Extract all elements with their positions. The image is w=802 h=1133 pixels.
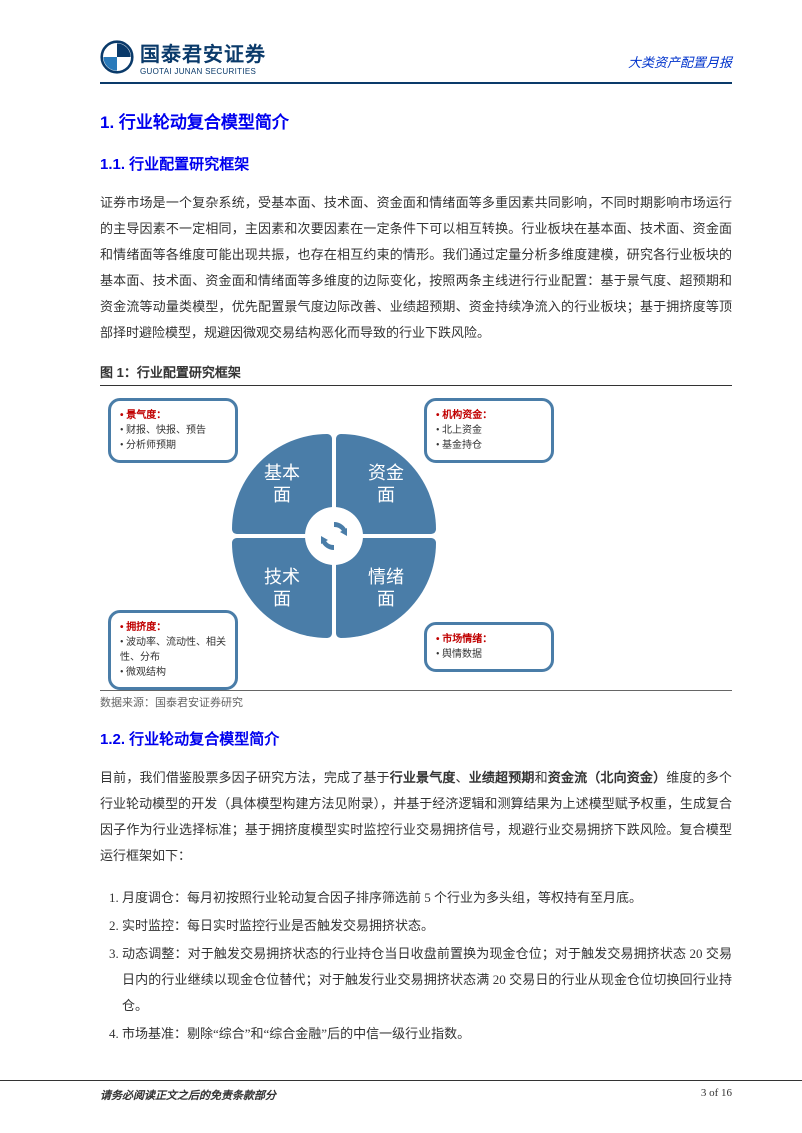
bold-2: 业绩超预期 <box>469 770 535 785</box>
figure-1-source: 数据来源：国泰君安证券研究 <box>100 690 732 710</box>
diagram-box-sentiment: • 市场情绪：舆情数据 <box>424 622 554 672</box>
box-title: • 机构资金： <box>436 408 542 423</box>
section-1-1-title: 1.1. 行业配置研究框架 <box>100 153 732 174</box>
list-item: 市场基准：剔除“综合”和“综合金融”后的中信一级行业指数。 <box>122 1021 732 1047</box>
quad-label: 技术 面 <box>264 566 300 611</box>
box-item: 分析师预期 <box>120 438 226 453</box>
list-item: 月度调仓：每月初按照行业轮动复合因子排序筛选前 5 个行业为多头组，等权持有至月… <box>122 885 732 911</box>
box-item: 波动率、流动性、相关性、分布 <box>120 635 226 665</box>
box-items: 财报、快报、预告分析师预期 <box>120 423 226 453</box>
quad-label: 基本 面 <box>264 462 300 507</box>
text: 和 <box>535 770 548 785</box>
logo: 国泰君安证券 GUOTAI JUNAN SECURITIES <box>100 38 266 76</box>
figure-1-title: 图 1：行业配置研究框架 <box>100 362 732 386</box>
page-footer: 请务必阅读正文之后的免责条款部分 3 of 16 <box>0 1080 802 1103</box>
quad-label: 情绪 面 <box>368 566 404 611</box>
text: 、 <box>456 770 469 785</box>
box-item: 北上资金 <box>436 423 542 438</box>
logo-text-en: GUOTAI JUNAN SECURITIES <box>140 67 266 76</box>
report-type: 大类资产配置月报 <box>628 38 732 71</box>
disclaimer-note: 请务必阅读正文之后的免责条款部分 <box>100 1087 276 1103</box>
model-framework-list: 月度调仓：每月初按照行业轮动复合因子排序筛选前 5 个行业为多头组，等权持有至月… <box>100 885 732 1047</box>
box-title: • 拥挤度： <box>120 620 226 635</box>
box-items: 波动率、流动性、相关性、分布微观结构 <box>120 635 226 680</box>
logo-icon <box>100 40 134 74</box>
bold-1: 行业景气度 <box>390 770 456 785</box>
box-item: 财报、快报、预告 <box>120 423 226 438</box>
bold-3: 资金流（北向资金） <box>548 770 667 785</box>
box-item: 舆情数据 <box>436 647 542 662</box>
list-item: 动态调整：对于触发交易拥挤状态的行业持仓当日收盘前置换为现金仓位；对于触发交易拥… <box>122 941 732 1019</box>
logo-text-cn: 国泰君安证券 <box>140 38 266 67</box>
section-1-2-paragraph: 目前，我们借鉴股票多因子研究方法，完成了基于行业景气度、业绩超预期和资金流（北向… <box>100 765 732 869</box>
center-cycle-icon <box>305 507 363 565</box>
box-items: 舆情数据 <box>436 647 542 662</box>
text: 目前，我们借鉴股票多因子研究方法，完成了基于 <box>100 770 390 785</box>
section-1-1-paragraph: 证券市场是一个复杂系统，受基本面、技术面、资金面和情绪面等多重因素共同影响，不同… <box>100 190 732 346</box>
diagram-box-crowding: • 拥挤度：波动率、流动性、相关性、分布微观结构 <box>108 610 238 690</box>
diagram-box-prosperity: • 景气度：财报、快报、预告分析师预期 <box>108 398 238 463</box>
quad-label: 资金 面 <box>368 462 404 507</box>
figure-1-diagram: • 景气度：财报、快报、预告分析师预期 • 机构资金：北上资金基金持仓 • 拥挤度：… <box>100 392 560 688</box>
section-1-title: 1. 行业轮动复合模型简介 <box>100 108 732 133</box>
diagram-box-institutional: • 机构资金：北上资金基金持仓 <box>424 398 554 463</box>
box-title: • 景气度： <box>120 408 226 423</box>
box-item: 微观结构 <box>120 665 226 680</box>
box-title: • 市场情绪： <box>436 632 542 647</box>
box-item: 基金持仓 <box>436 438 542 453</box>
page-header: 国泰君安证券 GUOTAI JUNAN SECURITIES 大类资产配置月报 <box>100 38 732 84</box>
box-items: 北上资金基金持仓 <box>436 423 542 453</box>
section-1-2-title: 1.2. 行业轮动复合模型简介 <box>100 728 732 749</box>
four-quadrant-circle: 基本 面 资金 面技术 面 情绪 面 <box>230 432 438 640</box>
list-item: 实时监控：每日实时监控行业是否触发交易拥挤状态。 <box>122 913 732 939</box>
page-number: 3 of 16 <box>701 1087 732 1103</box>
